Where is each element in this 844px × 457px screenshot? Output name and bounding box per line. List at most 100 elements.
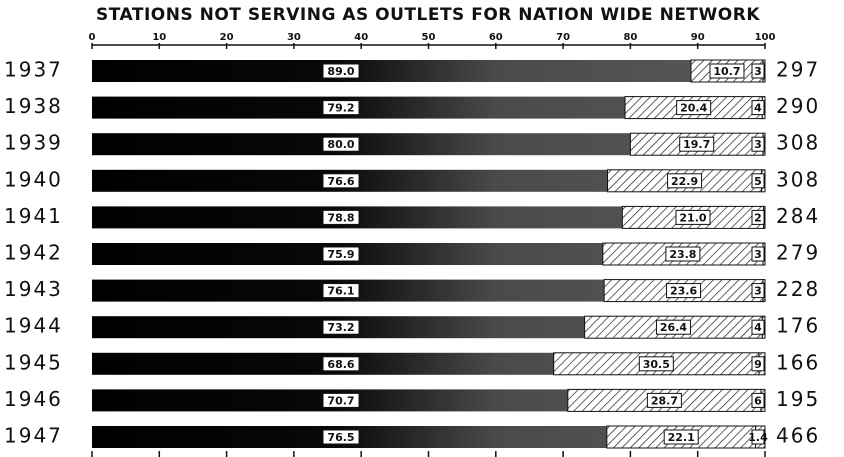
label-box [676,100,712,116]
x-tick-label: 10 [152,32,166,43]
label-box [751,100,765,116]
value-label: 21.0 [679,211,706,224]
value-label: 73.2 [327,321,354,334]
value-label: 70.7 [327,394,354,407]
value-label: 75.9 [327,248,354,261]
label-box [638,356,674,372]
label-box [322,392,360,408]
total-label: 176 [776,314,820,338]
x-tick-label: 50 [422,32,436,43]
x-tick-label: 90 [691,32,705,43]
value-label: 9 [754,358,762,371]
label-box [751,209,765,225]
value-label: 22.9 [671,175,698,188]
label-box [751,319,765,335]
label-box [322,246,360,262]
label-box [679,136,715,152]
total-label: 284 [776,204,820,228]
total-label: 279 [776,241,820,265]
value-label: 79.2 [327,102,354,115]
value-label: 78.8 [327,211,354,224]
label-box [751,392,765,408]
value-label: 3 [754,65,762,78]
total-label: 166 [776,350,820,374]
value-label: 76.5 [327,431,354,444]
label-box [322,429,360,445]
value-label: 76.1 [327,285,354,298]
y-tick-label: 1939 [4,131,63,155]
x-tick-label: 60 [489,32,503,43]
x-tick-label: 30 [287,32,301,43]
value-label: 4 [754,102,762,115]
y-tick-label: 1945 [4,350,63,374]
x-tick-label: 70 [556,32,570,43]
total-label: 466 [776,424,820,448]
total-label: 195 [776,387,820,411]
value-label: 22.1 [668,431,695,444]
y-tick-label: 1944 [4,314,63,338]
value-label: 6 [754,394,762,407]
value-label: 23.8 [669,248,696,261]
value-label: 4 [754,321,762,334]
x-tick-label: 100 [755,32,776,43]
x-tick-label: 80 [623,32,637,43]
y-tick-label: 1940 [4,167,63,191]
label-box [751,136,765,152]
label-box [751,173,765,189]
label-box [666,283,702,299]
value-label: 28.7 [651,394,678,407]
label-box [751,283,765,299]
label-box [322,173,360,189]
value-label: 68.6 [327,358,354,371]
total-label: 290 [776,94,820,118]
label-box [751,63,765,79]
value-label: 5 [754,175,762,188]
bar-segment [92,133,631,156]
value-label: 80.0 [327,138,354,151]
label-box [709,63,745,79]
value-label: 2 [754,211,762,224]
total-label: 308 [776,167,820,191]
x-tick-label: 20 [220,32,234,43]
y-tick-label: 1938 [4,94,63,118]
chart-title: STATIONS NOT SERVING AS OUTLETS FOR NATI… [96,5,760,25]
value-label: 3 [754,138,762,151]
label-box [322,283,360,299]
label-box [322,100,360,116]
value-label: 76.6 [327,175,354,188]
label-box [667,173,703,189]
value-label: 30.5 [643,358,670,371]
value-label: 19.7 [683,138,710,151]
y-tick-label: 1946 [4,387,63,411]
label-box [322,136,360,152]
label-box [655,319,691,335]
label-box [663,429,699,445]
total-label: 308 [776,131,820,155]
label-box [322,63,360,79]
bar-segment [92,60,691,82]
value-label: 3 [754,248,762,261]
value-label: 26.4 [660,321,687,334]
value-label: 23.6 [670,285,697,298]
y-tick-label: 1943 [4,277,63,301]
label-box [751,246,765,262]
label-box [322,319,360,335]
label-box [751,429,765,445]
y-tick-label: 1942 [4,241,63,265]
label-box [322,356,360,372]
value-label: 1.4 [748,431,768,444]
total-label: 297 [776,58,820,82]
y-tick-label: 1937 [4,58,63,82]
x-tick-label: 40 [354,32,368,43]
label-box [665,246,701,262]
y-tick-label: 1941 [4,204,63,228]
label-box [646,392,682,408]
value-label: 10.7 [713,65,740,78]
label-box [675,209,711,225]
value-label: 89.0 [327,65,354,78]
total-label: 228 [776,277,820,301]
label-box [751,356,765,372]
value-label: 20.4 [680,102,707,115]
y-tick-label: 1947 [4,424,63,448]
label-box [322,209,360,225]
